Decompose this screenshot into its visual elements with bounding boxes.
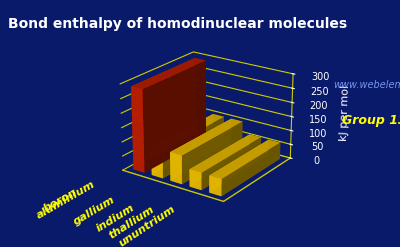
Text: Bond enthalpy of homodinuclear molecules: Bond enthalpy of homodinuclear molecules [8, 17, 347, 31]
